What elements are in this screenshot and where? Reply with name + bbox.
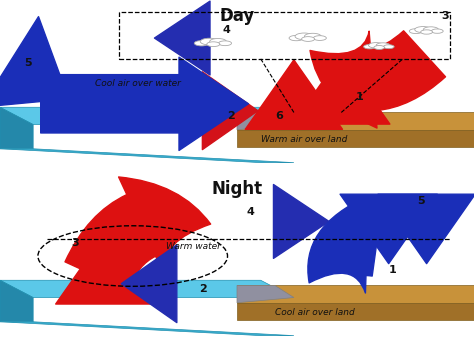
- Circle shape: [210, 38, 227, 45]
- Text: Cool air over water: Cool air over water: [95, 80, 181, 89]
- Text: 6: 6: [275, 111, 283, 121]
- Text: 5: 5: [417, 196, 425, 206]
- Polygon shape: [237, 130, 474, 147]
- Circle shape: [304, 33, 321, 39]
- Circle shape: [369, 43, 383, 48]
- Text: Day: Day: [219, 7, 255, 25]
- Circle shape: [219, 41, 232, 46]
- Text: 4: 4: [246, 207, 255, 217]
- Text: 1: 1: [356, 92, 363, 102]
- Circle shape: [415, 27, 431, 33]
- Circle shape: [423, 27, 438, 32]
- Circle shape: [364, 45, 375, 49]
- Text: Night: Night: [211, 180, 263, 198]
- Polygon shape: [237, 112, 474, 130]
- Circle shape: [374, 46, 384, 49]
- Polygon shape: [0, 107, 33, 149]
- Circle shape: [207, 42, 220, 47]
- Text: 3: 3: [441, 11, 448, 21]
- Polygon shape: [0, 322, 294, 336]
- Circle shape: [194, 40, 209, 46]
- Circle shape: [376, 43, 390, 48]
- Text: 2: 2: [199, 284, 207, 294]
- Text: 2: 2: [228, 111, 235, 121]
- Text: 1: 1: [389, 265, 396, 275]
- Text: Warm water: Warm water: [166, 242, 221, 251]
- Polygon shape: [0, 149, 294, 163]
- Bar: [118, 12, 450, 59]
- Polygon shape: [0, 280, 294, 298]
- Circle shape: [383, 45, 394, 49]
- Text: 5: 5: [24, 58, 31, 68]
- Text: Warm air over land: Warm air over land: [261, 135, 347, 144]
- Polygon shape: [237, 285, 294, 303]
- Polygon shape: [0, 280, 33, 322]
- Circle shape: [289, 35, 304, 41]
- Text: 4: 4: [223, 25, 231, 35]
- Circle shape: [410, 29, 423, 34]
- Circle shape: [313, 36, 326, 40]
- Circle shape: [295, 33, 313, 40]
- Text: 3: 3: [71, 238, 79, 248]
- Polygon shape: [237, 112, 294, 130]
- Circle shape: [431, 29, 443, 33]
- Circle shape: [420, 30, 432, 34]
- Polygon shape: [237, 303, 474, 320]
- Circle shape: [301, 37, 315, 42]
- Polygon shape: [0, 107, 294, 125]
- Polygon shape: [237, 285, 474, 303]
- Text: Cool air over land: Cool air over land: [275, 308, 355, 317]
- Circle shape: [201, 38, 219, 45]
